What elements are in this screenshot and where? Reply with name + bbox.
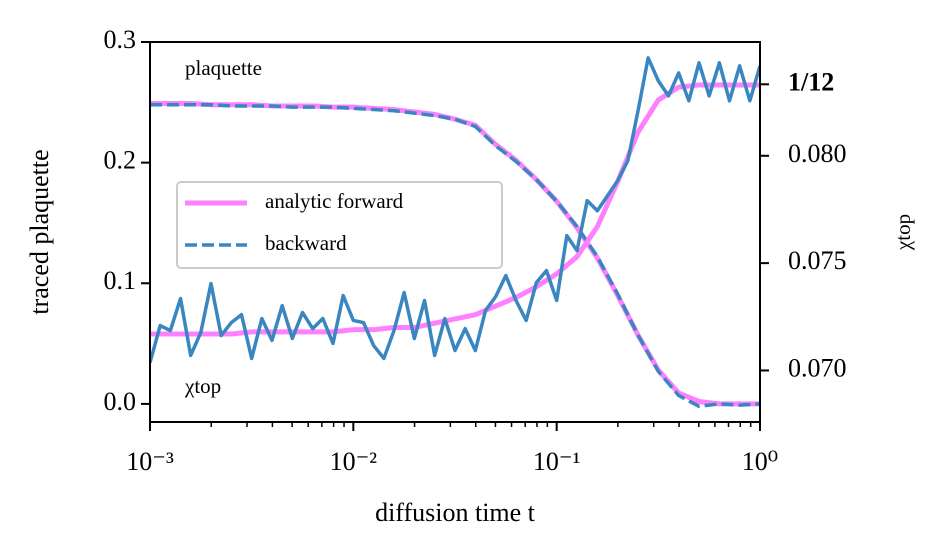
y-tick-label: 0.3	[104, 25, 137, 54]
x-tick-label: 10⁰	[742, 447, 778, 476]
y2-tick-label: 0.075	[788, 246, 847, 275]
x-axis-label: diffusion time t	[375, 498, 536, 527]
y-axis-label: traced plaquette	[25, 149, 54, 314]
annotation: plaquette	[185, 56, 262, 80]
y-tick-label: 0.0	[104, 387, 137, 416]
y2-axis-label: χtop	[891, 214, 915, 251]
legend-box	[176, 181, 503, 269]
y2-tick-label: 0.080	[788, 139, 847, 168]
legend-label: backward	[265, 231, 347, 255]
series-line	[150, 82, 760, 337]
x-tick-label: 10⁻³	[126, 447, 174, 476]
y2-tick-label: 0.070	[788, 353, 847, 382]
annotation: χtop	[184, 374, 221, 398]
series-line	[150, 102, 760, 409]
x-tick-label: 10⁻²	[330, 447, 378, 476]
plot-frame	[149, 41, 761, 423]
legend-label: analytic forward	[265, 189, 404, 213]
x-tick-label: 10⁻¹	[533, 447, 581, 476]
y-tick-label: 0.2	[104, 146, 137, 175]
y2-tick-label: 1/12	[788, 67, 834, 96]
series-line	[150, 56, 760, 363]
y-tick-label: 0.1	[104, 266, 137, 295]
